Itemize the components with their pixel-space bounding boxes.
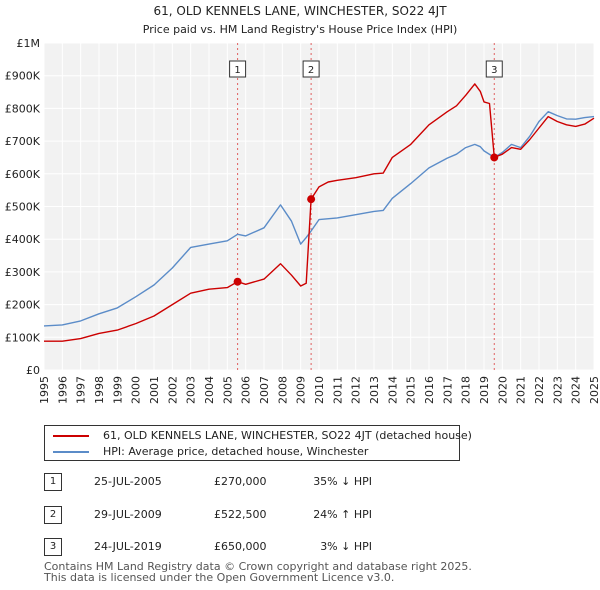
legend-swatch-hpi: [53, 451, 89, 453]
sale-point: [233, 277, 242, 286]
sale-hpi-change: 35% ↓ HPI: [313, 475, 372, 488]
y-tick-label: £400K: [5, 233, 41, 246]
x-tick-label: 2024: [570, 376, 583, 404]
table-row: 2 29-JUL-2009 £522,500 24% ↑ HPI: [44, 506, 464, 526]
x-tick-label: 1998: [93, 376, 106, 404]
sale-marker-lines: 1 2 3: [229, 43, 503, 370]
sale-price: £522,500: [214, 508, 267, 521]
x-tick-label: 2022: [533, 376, 546, 404]
sale-number-badge: 3: [44, 538, 62, 556]
footer-line-2: This data is licensed under the Open Gov…: [44, 571, 395, 584]
x-tick-label: 2018: [460, 376, 473, 404]
x-tick-label: 2002: [166, 376, 179, 404]
sale-hpi-change: 3% ↓ HPI: [320, 540, 372, 553]
y-tick-label: £300K: [5, 266, 41, 279]
x-tick-label: 2017: [441, 376, 454, 404]
x-tick-label: 2019: [478, 376, 491, 404]
sale-label-number: 3: [491, 65, 497, 76]
y-tick-label: £900K: [5, 70, 41, 83]
y-tick-label: £0: [26, 364, 40, 377]
legend-label-price: 61, OLD KENNELS LANE, WINCHESTER, SO22 4…: [103, 429, 472, 442]
hpi-line: [43, 111, 595, 327]
x-tick-label: 2006: [240, 376, 253, 404]
y-tick-label: £800K: [5, 102, 41, 115]
sale-number-badge: 2: [44, 506, 62, 524]
y-tick-label: £600K: [5, 168, 41, 181]
price-line: [44, 83, 595, 342]
footer-line-1: Contains HM Land Registry data © Crown c…: [44, 560, 472, 573]
x-tick-label: 2015: [405, 376, 418, 404]
y-axis: £0 £100K £200K £300K £400K £500K £600K £700K £80…: [5, 37, 41, 377]
x-tick-label: 2005: [221, 376, 234, 404]
sale-label-box: 2: [302, 60, 320, 78]
sale-label-box: 1: [229, 60, 247, 78]
sale-label-frame: [485, 60, 503, 78]
x-tick-label: 2007: [258, 376, 271, 404]
x-tick-label: 1996: [56, 376, 69, 404]
x-tick-label: 2013: [368, 376, 381, 404]
x-tick-label: 2021: [515, 376, 528, 404]
legend-label-hpi: HPI: Average price, detached house, Winc…: [103, 445, 369, 458]
sale-number-badge: 1: [44, 473, 62, 491]
sale-label-number: 2: [308, 65, 314, 76]
chart-title: 61, OLD KENNELS LANE, WINCHESTER, SO22 4…: [153, 4, 447, 18]
x-tick-label: 1997: [75, 376, 88, 404]
footer-notice: Contains HM Land Registry data © Crown c…: [44, 561, 472, 583]
sale-date: 29-JUL-2009: [94, 508, 162, 521]
x-tick-label: 2016: [423, 376, 436, 404]
series-lines: [43, 83, 595, 342]
x-tick-label: 1999: [111, 376, 124, 404]
x-tick-label: 2014: [386, 376, 399, 404]
x-tick-label: 2012: [350, 376, 363, 404]
sale-point: [490, 153, 499, 162]
y-tick-label: £500K: [5, 201, 41, 214]
x-tick-label: 2011: [331, 376, 344, 404]
y-tick-label: £700K: [5, 135, 41, 148]
x-tick-label: 2010: [313, 376, 326, 404]
x-tick-label: 2001: [148, 376, 161, 404]
sale-label-box: 3: [485, 60, 503, 78]
x-tick-label: 2023: [551, 376, 564, 404]
x-tick-label: 2003: [185, 376, 198, 404]
x-tick-label: 2025: [588, 376, 600, 404]
table-row: 3 24-JUL-2019 £650,000 3% ↓ HPI: [44, 538, 464, 558]
price-chart: 61, OLD KENNELS LANE, WINCHESTER, SO22 4…: [5, 4, 600, 404]
y-tick-label: £1M: [17, 37, 41, 50]
x-tick-label: 2008: [276, 376, 289, 404]
sale-label-frame: [302, 60, 320, 78]
y-tick-label: £200K: [5, 299, 41, 312]
legend-swatch-price: [53, 435, 89, 437]
x-tick-label: 2000: [130, 376, 143, 404]
x-tick-label: 2020: [496, 376, 509, 404]
sale-label-frame: [229, 60, 247, 78]
chart-subtitle: Price paid vs. HM Land Registry's House …: [143, 23, 458, 36]
sale-hpi-change: 24% ↑ HPI: [313, 508, 372, 521]
sale-date: 24-JUL-2019: [94, 540, 162, 553]
sale-markers: [233, 153, 499, 286]
table-row: 1 25-JUL-2005 £270,000 35% ↓ HPI: [44, 473, 464, 493]
sale-label-number: 1: [234, 65, 240, 76]
y-tick-label: £100K: [5, 331, 41, 344]
x-tick-label: 1995: [38, 376, 51, 404]
sale-date: 25-JUL-2005: [94, 475, 162, 488]
legend: 61, OLD KENNELS LANE, WINCHESTER, SO22 4…: [44, 425, 472, 461]
sale-price: £650,000: [214, 540, 267, 553]
x-tick-label: 2009: [295, 376, 308, 404]
x-axis: 1995 1996 1997 1998 1999 2000 2001 2002 2003 2004…: [38, 376, 600, 404]
sale-price: £270,000: [214, 475, 267, 488]
x-tick-label: 2004: [203, 376, 216, 404]
sale-point: [307, 195, 316, 204]
